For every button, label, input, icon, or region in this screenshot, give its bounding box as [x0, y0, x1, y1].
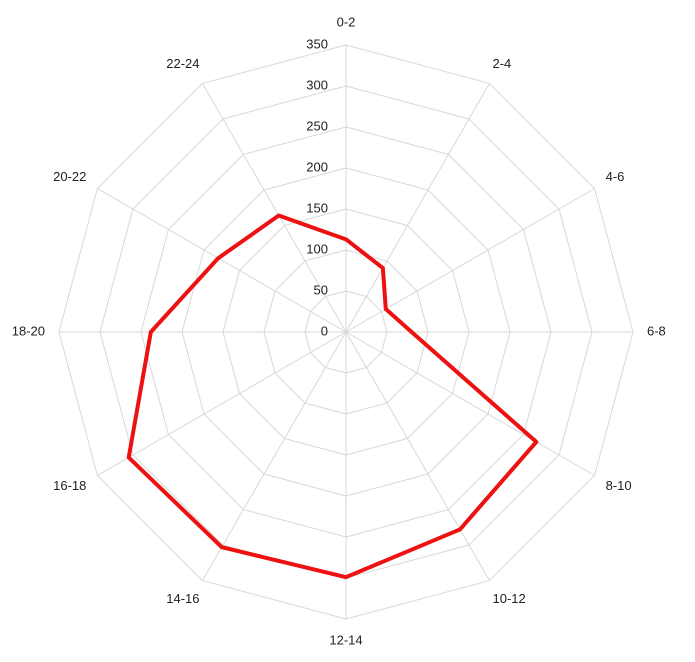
spoke — [202, 83, 347, 333]
spoke — [345, 331, 595, 476]
spoke — [97, 331, 347, 476]
spoke — [202, 331, 347, 581]
r-tick-label: 50 — [314, 282, 328, 297]
category-label: 22-24 — [166, 56, 199, 71]
category-label: 20-22 — [53, 169, 86, 184]
r-tick-label: 350 — [306, 36, 328, 51]
category-label: 18-20 — [12, 323, 45, 338]
r-tick-label: 250 — [306, 118, 328, 133]
spoke — [97, 188, 347, 333]
category-label: 16-18 — [53, 478, 86, 493]
category-label: 8-10 — [606, 478, 632, 493]
radar-line — [126, 213, 539, 580]
category-label: 0-2 — [337, 14, 356, 29]
spoke — [345, 83, 490, 333]
spoke — [345, 331, 490, 581]
r-tick-label: 100 — [306, 241, 328, 256]
category-label: 6-8 — [647, 323, 666, 338]
r-tick-label: 150 — [306, 200, 328, 215]
r-tick-label: 0 — [321, 323, 328, 338]
category-label: 14-16 — [166, 591, 199, 606]
r-tick-label: 300 — [306, 77, 328, 92]
category-label: 10-12 — [493, 591, 526, 606]
category-label: 12-14 — [329, 632, 362, 647]
category-label: 4-6 — [606, 169, 625, 184]
r-tick-label: 200 — [306, 159, 328, 174]
category-label: 2-4 — [493, 56, 512, 71]
